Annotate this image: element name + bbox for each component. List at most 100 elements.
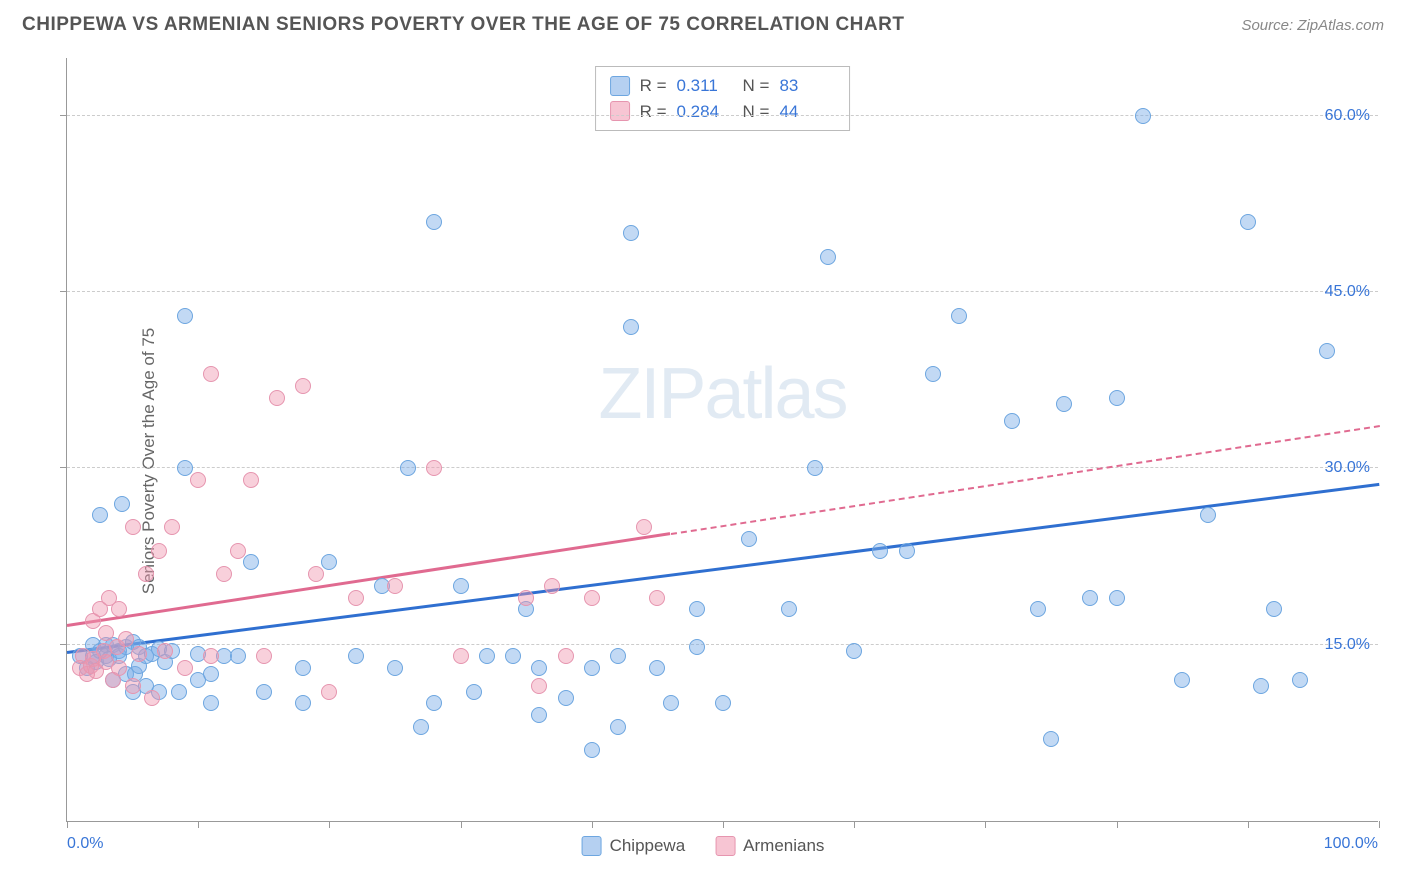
x-tick: [723, 821, 724, 828]
data-point: [177, 308, 193, 324]
n-label: N =: [743, 73, 770, 99]
x-tick: [1117, 821, 1118, 828]
data-point: [899, 543, 915, 559]
source-label: Source: ZipAtlas.com: [1241, 17, 1384, 34]
data-point: [531, 678, 547, 694]
chart-title: CHIPPEWA VS ARMENIAN SENIORS POVERTY OVE…: [22, 14, 904, 36]
stats-row: R =0.311N =83: [610, 73, 836, 99]
data-point: [649, 660, 665, 676]
data-point: [1319, 343, 1335, 359]
data-point: [177, 660, 193, 676]
data-point: [138, 566, 154, 582]
data-point: [177, 460, 193, 476]
data-point: [114, 496, 130, 512]
y-tick: [60, 467, 67, 468]
data-point: [925, 366, 941, 382]
x-tick: [1379, 821, 1380, 828]
data-point: [111, 660, 127, 676]
data-point: [1109, 390, 1125, 406]
legend-item: Armenians: [715, 836, 824, 856]
watermark: ZIPatlas: [598, 353, 846, 435]
data-point: [951, 308, 967, 324]
data-point: [151, 543, 167, 559]
data-point: [453, 578, 469, 594]
x-tick: [461, 821, 462, 828]
r-label: R =: [640, 73, 667, 99]
data-point: [92, 507, 108, 523]
x-max-label: 100.0%: [1324, 835, 1378, 853]
x-tick: [854, 821, 855, 828]
data-point: [1253, 678, 1269, 694]
data-point: [256, 648, 272, 664]
data-point: [387, 660, 403, 676]
data-point: [400, 460, 416, 476]
data-point: [203, 366, 219, 382]
y-tick: [60, 291, 67, 292]
data-point: [1266, 601, 1282, 617]
data-point: [426, 214, 442, 230]
x-tick: [985, 821, 986, 828]
data-point: [518, 590, 534, 606]
data-point: [157, 643, 173, 659]
data-point: [118, 631, 134, 647]
gridline: [67, 644, 1378, 645]
data-point: [308, 566, 324, 582]
data-point: [295, 695, 311, 711]
data-point: [558, 648, 574, 664]
y-tick-label: 60.0%: [1325, 107, 1370, 125]
x-tick: [198, 821, 199, 828]
stats-row: R =0.284N =44: [610, 99, 836, 125]
data-point: [295, 660, 311, 676]
data-point: [531, 707, 547, 723]
data-point: [387, 578, 403, 594]
data-point: [256, 684, 272, 700]
chart-container: Seniors Poverty Over the Age of 75 ZIPat…: [22, 50, 1384, 872]
data-point: [295, 378, 311, 394]
data-point: [558, 690, 574, 706]
legend-label: Chippewa: [610, 836, 686, 856]
y-tick-label: 30.0%: [1325, 459, 1370, 477]
data-point: [1200, 507, 1216, 523]
r-label: R =: [640, 99, 667, 125]
y-tick-label: 45.0%: [1325, 283, 1370, 301]
data-point: [479, 648, 495, 664]
trend-line: [67, 483, 1379, 654]
data-point: [230, 543, 246, 559]
data-point: [1030, 601, 1046, 617]
data-point: [689, 601, 705, 617]
x-tick: [592, 821, 593, 828]
data-point: [1109, 590, 1125, 606]
data-point: [715, 695, 731, 711]
n-value: 83: [779, 73, 835, 99]
data-point: [623, 319, 639, 335]
legend-item: Chippewa: [582, 836, 686, 856]
legend: Chippewa Armenians: [582, 836, 825, 856]
data-point: [426, 460, 442, 476]
series-swatch: [610, 101, 630, 121]
data-point: [1082, 590, 1098, 606]
data-point: [243, 472, 259, 488]
data-point: [663, 695, 679, 711]
data-point: [98, 625, 114, 641]
data-point: [1240, 214, 1256, 230]
data-point: [531, 660, 547, 676]
data-point: [426, 695, 442, 711]
data-point: [348, 648, 364, 664]
data-point: [1174, 672, 1190, 688]
data-point: [636, 519, 652, 535]
data-point: [243, 554, 259, 570]
trend-line: [670, 425, 1379, 535]
data-point: [807, 460, 823, 476]
data-point: [164, 519, 180, 535]
data-point: [846, 643, 862, 659]
legend-label: Armenians: [743, 836, 824, 856]
data-point: [190, 472, 206, 488]
data-point: [872, 543, 888, 559]
data-point: [348, 590, 364, 606]
data-point: [610, 719, 626, 735]
data-point: [741, 531, 757, 547]
data-point: [203, 648, 219, 664]
gridline: [67, 115, 1378, 116]
x-tick: [67, 821, 68, 828]
n-value: 44: [779, 99, 835, 125]
